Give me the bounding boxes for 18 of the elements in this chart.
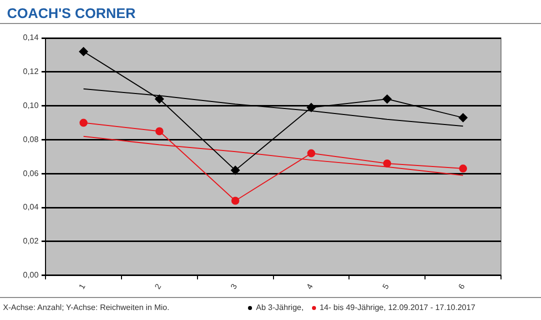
y-tick-label: 0,00	[22, 270, 40, 280]
y-tick-label: 0,10	[22, 101, 40, 110]
y-tick-label: 0,04	[22, 202, 40, 212]
x-tick-label: 4	[304, 282, 316, 291]
y-tick-label: 0,02	[22, 236, 40, 246]
y-tick-label: 0,12	[22, 67, 40, 76]
text: X-Achse: Anzahl; Y-Achse: Reichweiten in Mio.	[3, 303, 170, 312]
x-tick-label: 1	[77, 282, 88, 291]
legend-label: Ab 3-Jährige,	[255, 303, 304, 312]
x-tick-label: 2	[153, 282, 164, 291]
y-tick-label: 0,06	[22, 168, 40, 178]
chart-title: COACH'S CORNER	[7, 5, 136, 21]
x-tick-label: 5	[380, 282, 392, 291]
x-tick-label: 6	[456, 282, 467, 291]
y-tick-label: 0,14	[22, 33, 40, 42]
x-tick-label: 3	[228, 282, 240, 291]
legend-label: 14- bis 49-Jährige, 12.09.2017 - 17.10.2017	[318, 303, 476, 312]
y-tick-label: 0,08	[22, 134, 40, 144]
